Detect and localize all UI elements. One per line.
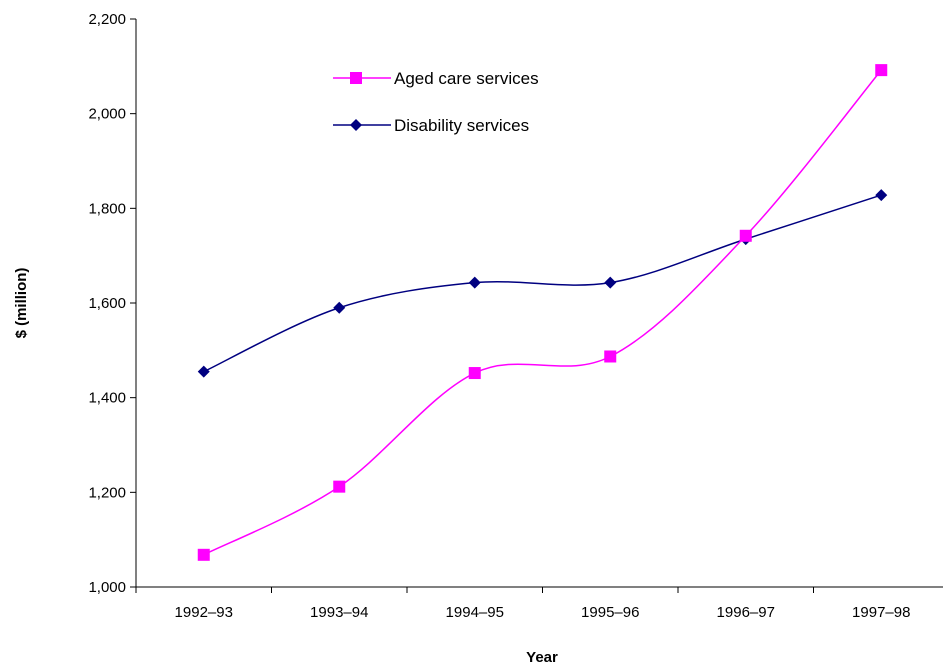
y-tick-label: 1,400 [88,390,126,407]
legend-label: Aged care services [394,69,539,88]
legend-label: Disability services [394,116,529,135]
x-tick-label: 1997–98 [852,604,910,621]
y-ticks: 1,000 1,200 1,400 1,600 1,800 2,000 2,200 [88,11,136,596]
series-layer [197,64,888,561]
x-ticks: 1992–93 1993–94 1994–95 1995–96 1996–97 1997–… [135,587,910,621]
x-axis-title: Year [526,649,558,666]
x-tick-label: 1994–95 [446,604,504,621]
x-tick-label: 1992–93 [175,604,233,621]
legend: Aged care services Disability services [333,69,539,135]
data-point-aged-care-services [604,350,617,363]
data-point-aged-care-services [739,229,752,242]
legend-marker [350,72,362,84]
x-tick-label: 1996–97 [717,604,775,621]
y-tick-label: 1,200 [88,484,126,501]
data-point-aged-care-services [333,480,346,493]
x-tick-label: 1995–96 [581,604,639,621]
y-tick-label: 1,600 [88,295,126,312]
legend-item-disability-services: Disability services [333,116,529,135]
series-disability-services [197,189,888,378]
data-point-aged-care-services [468,367,481,380]
legend-item-aged-care-services: Aged care services [333,69,539,88]
y-tick-label: 1,000 [88,579,126,596]
data-point-disability-services [468,276,481,289]
axes [135,19,943,588]
y-axis-title: $ (million) [13,268,30,339]
y-tick-label: 2,000 [88,106,126,123]
data-point-aged-care-services [197,548,210,561]
x-tick-label: 1993–94 [310,604,368,621]
legend-marker [350,119,362,131]
series-aged-care-services [197,64,888,561]
data-point-aged-care-services [875,64,888,77]
data-point-disability-services [604,276,617,289]
y-tick-label: 1,800 [88,200,126,217]
series-line-disability-services [203,194,882,373]
data-point-disability-services [197,365,210,378]
data-point-disability-services [333,301,346,314]
y-tick-label: 2,200 [88,11,126,28]
data-point-disability-services [875,189,888,202]
series-line-aged-care-services [203,69,882,556]
